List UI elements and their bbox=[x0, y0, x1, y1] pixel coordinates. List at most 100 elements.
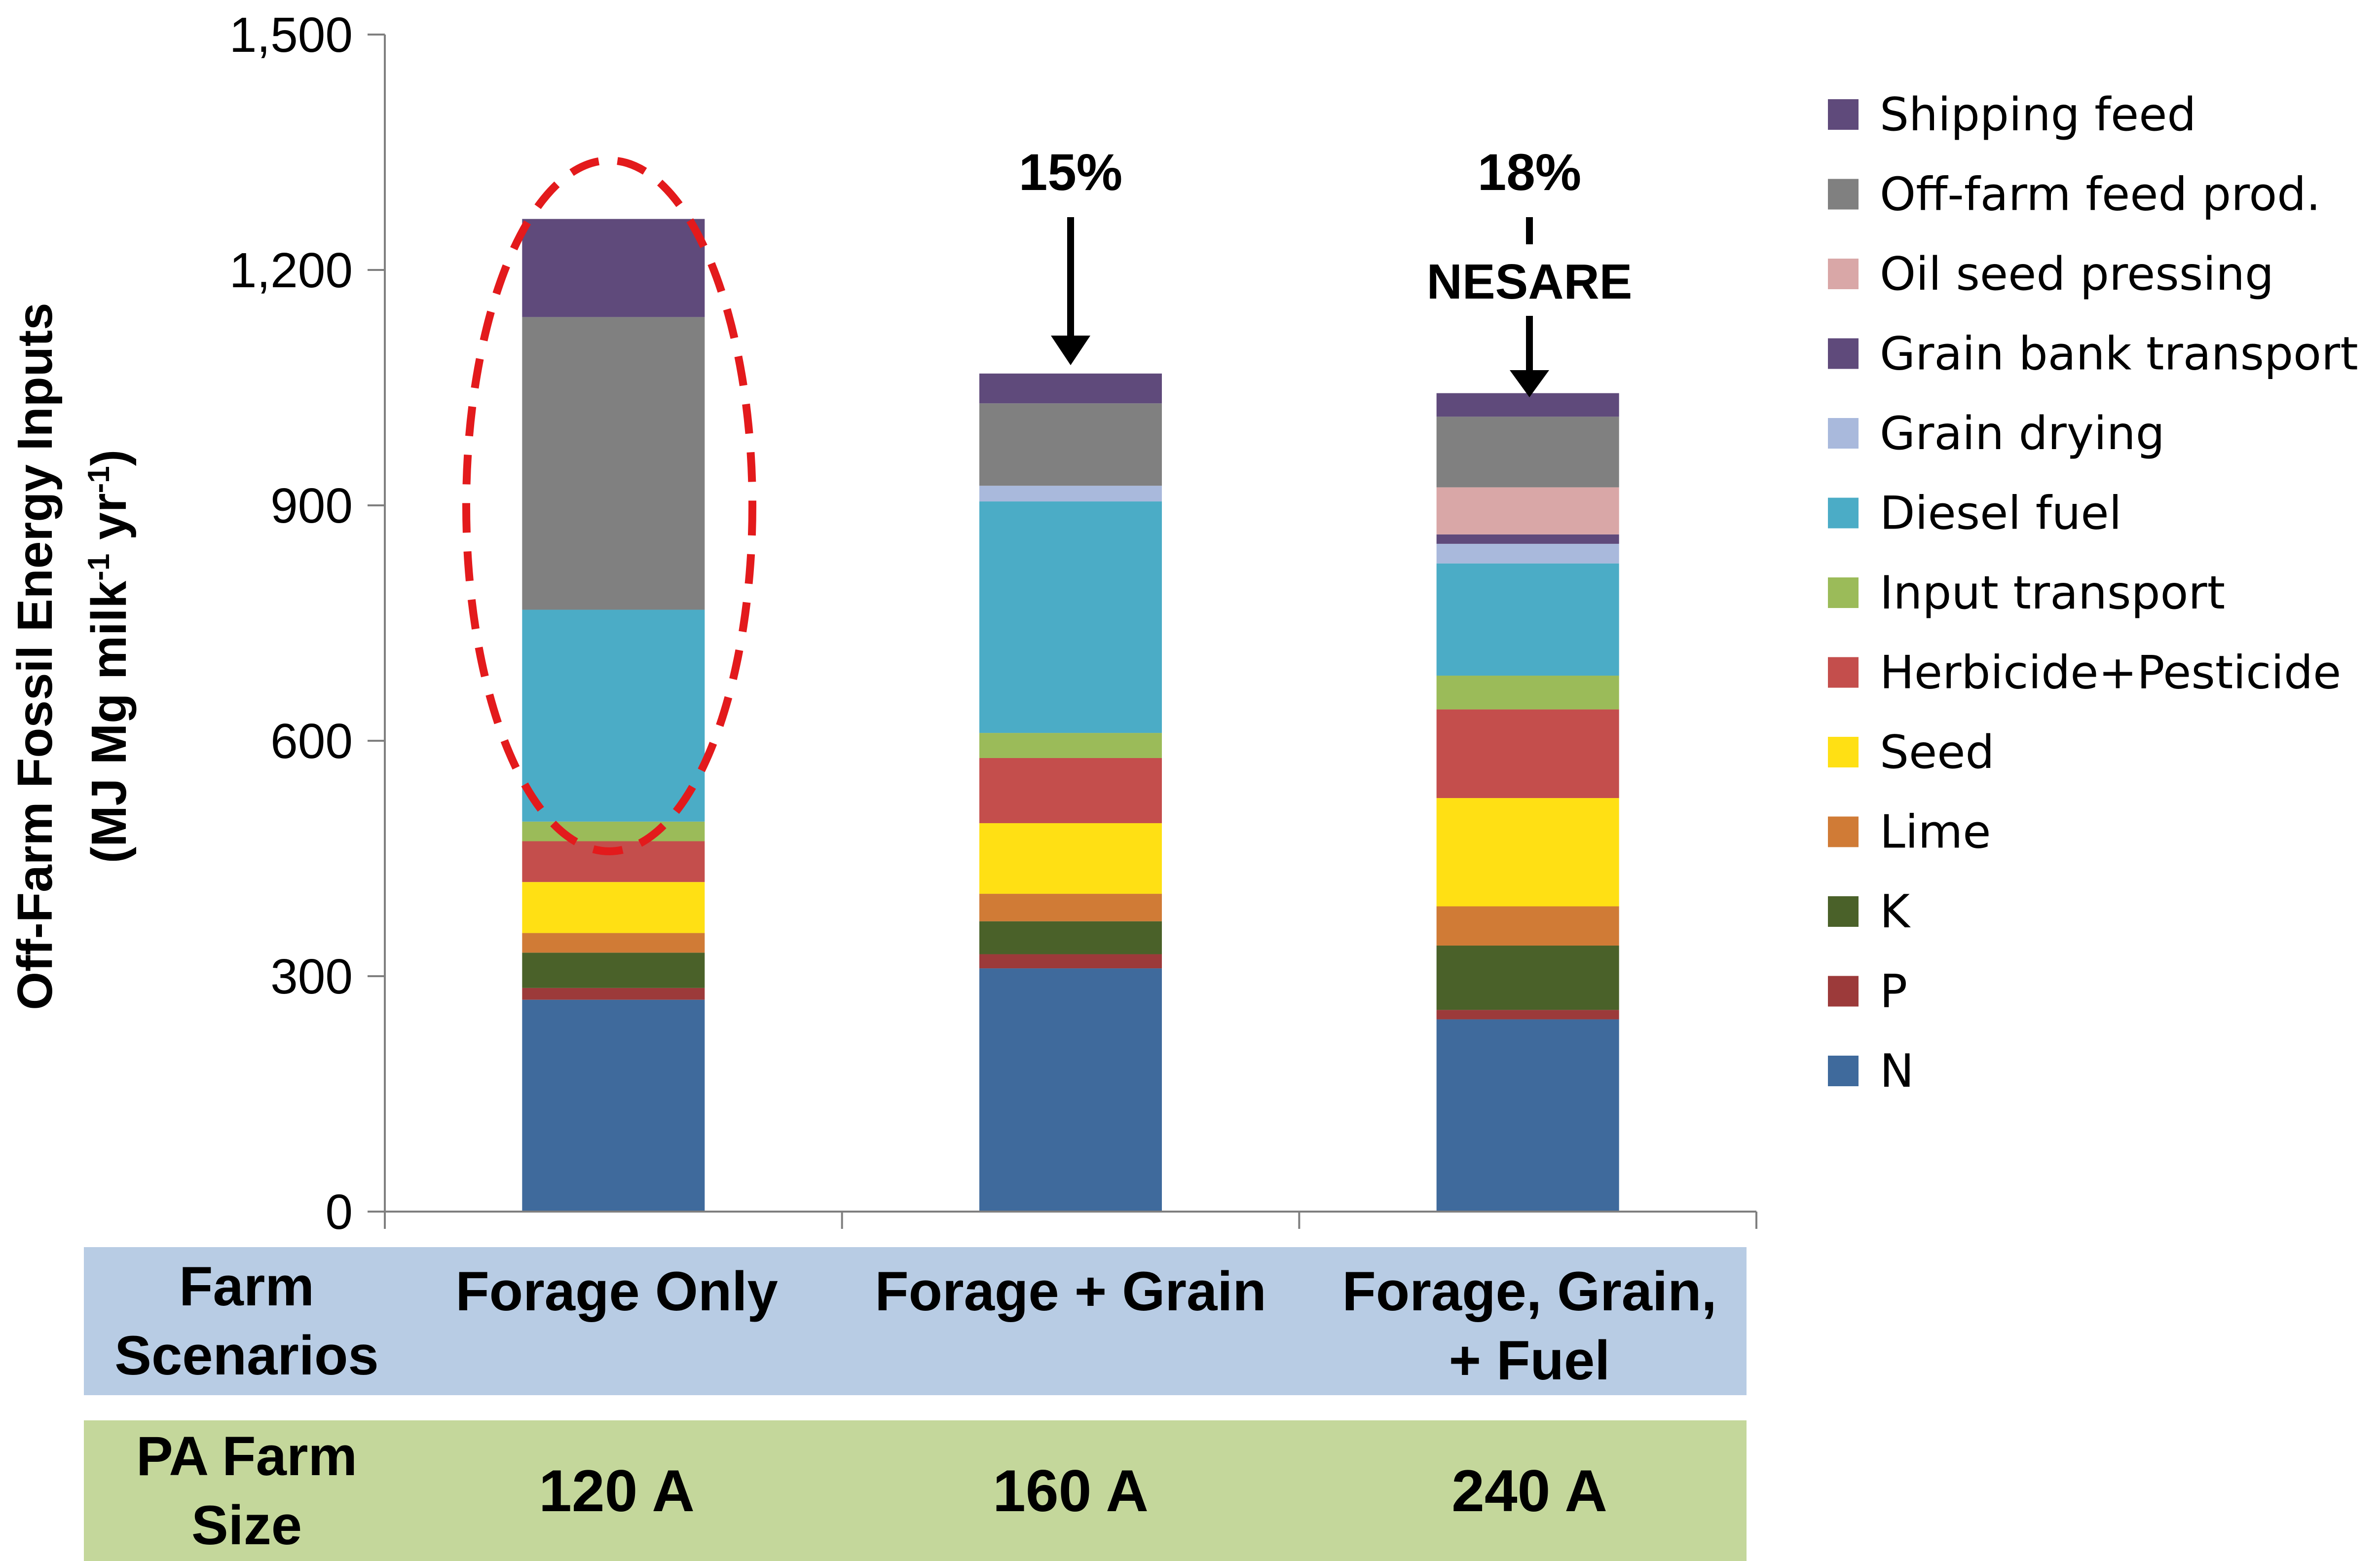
y-tick-label: 0 bbox=[325, 1184, 353, 1240]
bars bbox=[522, 219, 1619, 1212]
bar-segment bbox=[979, 921, 1162, 954]
scenario-forage-grain: Forage + Grain bbox=[875, 1260, 1266, 1322]
legend-item: Input transport bbox=[1828, 566, 2225, 619]
stacked-bar-chart: Off-Farm Fossil Energy Inputs (MJ Mg mil… bbox=[7, 7, 2358, 1240]
bar-segment bbox=[522, 952, 705, 988]
legend-swatch bbox=[1828, 497, 1859, 529]
bar-segment bbox=[979, 954, 1162, 969]
bar-segment bbox=[1436, 393, 1619, 417]
y-axis-title-line1: Off-Farm Fossil Energy Inputs bbox=[7, 303, 63, 1010]
bar-segment bbox=[522, 988, 705, 1000]
bar-segment bbox=[522, 609, 705, 822]
bar-segment bbox=[1436, 1010, 1619, 1020]
bar-segment bbox=[979, 733, 1162, 758]
scenario-forage-grain-fuel: Forage, Grain, + Fuel bbox=[1342, 1260, 1717, 1391]
annotation-15-arrow bbox=[1051, 217, 1090, 365]
y-tick-label: 1,500 bbox=[229, 7, 353, 63]
farm-size-row bbox=[84, 1420, 1747, 1561]
legend-swatch bbox=[1828, 976, 1859, 1007]
farm-size-240: 240 A bbox=[1451, 1457, 1607, 1524]
legend-item: Shipping feed bbox=[1828, 88, 2196, 141]
legend-swatch bbox=[1828, 896, 1859, 927]
annotation-18-percent: 18% bbox=[1478, 144, 1581, 201]
legend: Shipping feed Off-farm feed prod. Oil seed… bbox=[1828, 88, 2358, 1098]
bar-segment bbox=[979, 403, 1162, 486]
legend-swatch bbox=[1828, 179, 1859, 210]
bar-segment bbox=[979, 894, 1162, 921]
legend-item: Lime bbox=[1828, 805, 1991, 859]
y-axis-title: Off-Farm Fossil Energy Inputs (MJ Mg mil… bbox=[7, 303, 137, 1010]
bar-segment bbox=[979, 758, 1162, 823]
bar-segment bbox=[522, 882, 705, 933]
legend-swatch bbox=[1828, 1056, 1859, 1086]
bar-segment bbox=[1436, 417, 1619, 488]
farm-size-160: 160 A bbox=[993, 1457, 1149, 1524]
legend-swatch bbox=[1828, 259, 1859, 289]
bar-segment bbox=[1436, 676, 1619, 710]
bar-segment bbox=[522, 317, 705, 610]
legend-item: Off-farm feed prod. bbox=[1828, 168, 2321, 221]
legend-item: Diesel fuel bbox=[1828, 487, 2121, 540]
legend-item: K bbox=[1828, 885, 1911, 938]
axes bbox=[384, 35, 1757, 1229]
legend-swatch bbox=[1828, 577, 1859, 608]
legend-label: Grain bank transport bbox=[1880, 327, 2358, 381]
legend-item: Seed bbox=[1828, 725, 1995, 779]
legend-label: Oil seed pressing bbox=[1880, 247, 2274, 301]
farm-scenarios-header: Farm Scenarios bbox=[114, 1256, 379, 1386]
annotation-15-percent: 15% bbox=[1019, 144, 1122, 201]
bar-segment bbox=[1436, 945, 1619, 1010]
bar-segment bbox=[522, 219, 705, 317]
bar-segment bbox=[979, 968, 1162, 1212]
legend-label: Input transport bbox=[1880, 566, 2225, 619]
bar-segment bbox=[522, 999, 705, 1212]
legend-swatch bbox=[1828, 816, 1859, 847]
bar-segment bbox=[522, 821, 705, 841]
bar-segment bbox=[979, 486, 1162, 502]
bar-stack bbox=[522, 219, 705, 1212]
legend-swatch bbox=[1828, 99, 1859, 130]
legend-swatch bbox=[1828, 737, 1859, 767]
bar-segment bbox=[979, 373, 1162, 404]
legend-swatch bbox=[1828, 338, 1859, 369]
y-tick-label: 1,200 bbox=[229, 243, 353, 298]
legend-item: Herbicide+Pesticide bbox=[1828, 646, 2341, 699]
legend-label: Seed bbox=[1880, 725, 1995, 779]
legend-swatch bbox=[1828, 418, 1859, 449]
scenario-forage-only: Forage Only bbox=[455, 1260, 778, 1322]
bar-segment bbox=[1436, 487, 1619, 534]
bar-segment bbox=[1436, 534, 1619, 544]
legend-item: Oil seed pressing bbox=[1828, 247, 2274, 301]
legend-swatch bbox=[1828, 657, 1859, 688]
legend-label: N bbox=[1880, 1044, 1914, 1098]
legend-item: Grain bank transport bbox=[1828, 327, 2358, 381]
highlight-ellipse bbox=[462, 156, 756, 855]
legend-label: Diesel fuel bbox=[1880, 487, 2121, 540]
bar-segment bbox=[1436, 709, 1619, 799]
legend-label: K bbox=[1880, 885, 1911, 938]
y-axis: 0 300 600 900 1,200 1,500 bbox=[229, 7, 385, 1240]
y-tick-label: 600 bbox=[270, 714, 353, 769]
bar-segment bbox=[1436, 798, 1619, 907]
bar-segment bbox=[1436, 1019, 1619, 1212]
bar-stack bbox=[979, 373, 1162, 1212]
legend-label: Lime bbox=[1880, 805, 1991, 859]
legend-label: Grain drying bbox=[1880, 407, 2165, 460]
legend-label: Off-farm feed prod. bbox=[1880, 168, 2321, 221]
legend-label: P bbox=[1880, 965, 1907, 1018]
svg-text:(MJ Mg milk-1 yr-1): (MJ Mg milk-1 yr-1) bbox=[81, 450, 137, 863]
legend-item: P bbox=[1828, 965, 1907, 1018]
bar-segment bbox=[979, 501, 1162, 733]
y-tick-label: 300 bbox=[270, 949, 353, 1004]
bar-segment bbox=[522, 933, 705, 953]
y-tick-label: 900 bbox=[270, 478, 353, 533]
bar-segment bbox=[1436, 543, 1619, 564]
bar-segment bbox=[1436, 906, 1619, 946]
svg-text:Off-Farm Fossil Energy Inputs: Off-Farm Fossil Energy Inputs bbox=[7, 303, 63, 1010]
legend-item: Grain drying bbox=[1828, 407, 2165, 460]
bar-segment bbox=[1436, 563, 1619, 676]
legend-item: N bbox=[1828, 1044, 1914, 1098]
annotation-nesare-arrow bbox=[1510, 316, 1549, 397]
annotation-nesare: NESARE bbox=[1427, 254, 1633, 309]
legend-label: Herbicide+Pesticide bbox=[1880, 646, 2341, 699]
